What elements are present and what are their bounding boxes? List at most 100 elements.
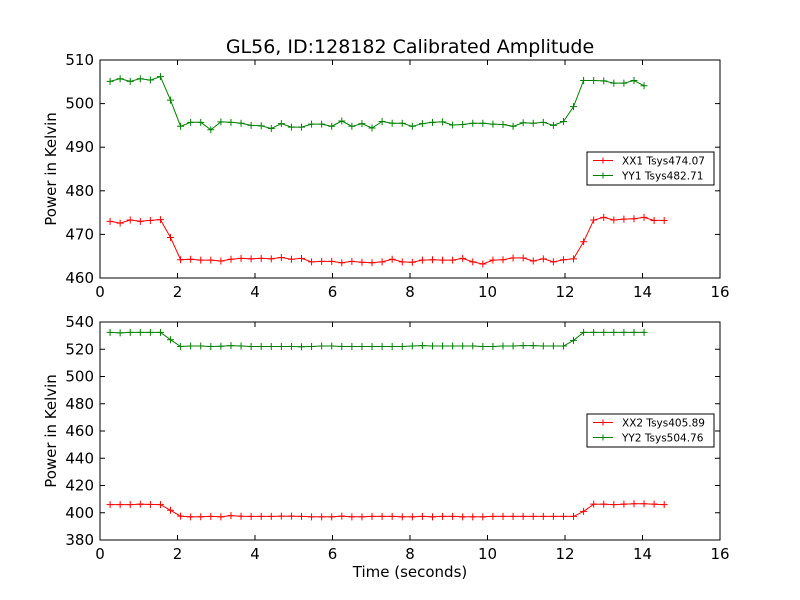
y-tick-label: 440 (65, 449, 94, 467)
data-point (479, 260, 487, 268)
data-point (247, 343, 255, 351)
x-axis-label: Time (seconds) (352, 563, 468, 581)
data-point (529, 342, 537, 350)
data-point (509, 122, 517, 130)
subplot-1: 0 2 4 6 8 10 12 14 16 460 470 480 490 500 510 Power in … (42, 51, 730, 301)
legend-marker (600, 434, 606, 441)
y-tick-label: 480 (65, 395, 94, 413)
data-point (217, 118, 225, 126)
x-tick-label: 16 (710, 283, 729, 301)
data-point (298, 254, 305, 262)
figure-title: GL56, ID:128182 Calibrated Amplitude (226, 36, 594, 58)
data-point (257, 254, 265, 262)
data-point (640, 328, 648, 336)
data-point (187, 342, 195, 350)
data-point (600, 500, 608, 508)
data-point (156, 73, 164, 81)
data-point (318, 257, 326, 265)
data-point (338, 512, 346, 520)
data-point (348, 513, 356, 521)
data-point (197, 256, 205, 264)
x-tick-label: 12 (555, 545, 574, 563)
x-tick-label: 16 (710, 545, 729, 563)
data-point (640, 82, 648, 90)
data-point (630, 76, 638, 84)
data-point (580, 76, 588, 84)
data-point (378, 258, 386, 266)
data-point (136, 500, 144, 508)
data-point (348, 122, 356, 130)
data-point (177, 512, 185, 520)
data-point (197, 342, 205, 350)
data-point (650, 500, 658, 508)
data-point (126, 328, 134, 336)
data-point (308, 513, 316, 521)
subplot-2: 0 2 4 6 8 10 12 14 16 380 400 420 440 460 480 500 520 540… (42, 313, 730, 581)
data-point (207, 126, 215, 134)
data-point (287, 123, 295, 131)
data-point (378, 512, 386, 520)
data-point (287, 512, 295, 520)
data-point (408, 258, 416, 266)
y-tick-label: 520 (65, 340, 94, 358)
legend: XX2 Tsys405.89 YY2 Tsys504.76 (586, 413, 715, 448)
legend-label: YY1 Tsys482.71 (621, 171, 703, 183)
data-point (499, 256, 507, 264)
data-point (398, 343, 406, 351)
data-point (227, 255, 235, 263)
data-point (610, 328, 618, 336)
data-point (529, 512, 537, 520)
data-point (167, 506, 175, 514)
data-point (358, 513, 366, 521)
x-tick-label: 10 (478, 283, 497, 301)
data-point (620, 328, 628, 336)
x-tick-label: 0 (95, 545, 105, 563)
data-point (116, 501, 124, 509)
data-point (479, 119, 487, 127)
data-point (519, 119, 527, 127)
data-point (328, 513, 336, 521)
data-point (509, 512, 517, 520)
data-point (187, 513, 195, 521)
data-point (519, 342, 527, 350)
data-point (156, 328, 164, 336)
data-point (156, 501, 164, 509)
data-point (247, 121, 255, 129)
data-point (549, 121, 557, 129)
data-point (378, 343, 386, 351)
data-point (449, 342, 457, 350)
data-point (408, 122, 416, 130)
data-point (570, 255, 578, 263)
y-tick-label: 460 (65, 422, 94, 440)
data-point (136, 328, 144, 336)
data-point (489, 256, 497, 264)
y-axis-label: Power in Kelvin (42, 112, 60, 226)
data-point (559, 512, 567, 520)
data-point (539, 512, 547, 520)
data-point (247, 512, 255, 520)
data-point (559, 117, 567, 125)
data-point (439, 256, 447, 264)
data-point (207, 256, 215, 264)
y-tick-label: 510 (65, 51, 94, 69)
data-point (519, 254, 527, 262)
data-point (116, 329, 124, 337)
x-tick-label: 6 (328, 545, 338, 563)
data-point (368, 512, 376, 520)
data-point (549, 512, 557, 520)
data-point (106, 217, 114, 225)
data-point (388, 255, 396, 263)
data-point (499, 512, 507, 520)
data-point (469, 513, 477, 521)
data-point (308, 258, 316, 266)
legend-item: XX1 Tsys474.07 (593, 156, 705, 168)
data-point (298, 512, 305, 520)
data-point (600, 328, 608, 336)
y-axis-label: Power in Kelvin (42, 374, 60, 488)
data-point (338, 259, 346, 267)
data-point (197, 513, 205, 521)
data-point (459, 513, 467, 521)
data-point (610, 79, 618, 87)
data-point (257, 122, 265, 130)
